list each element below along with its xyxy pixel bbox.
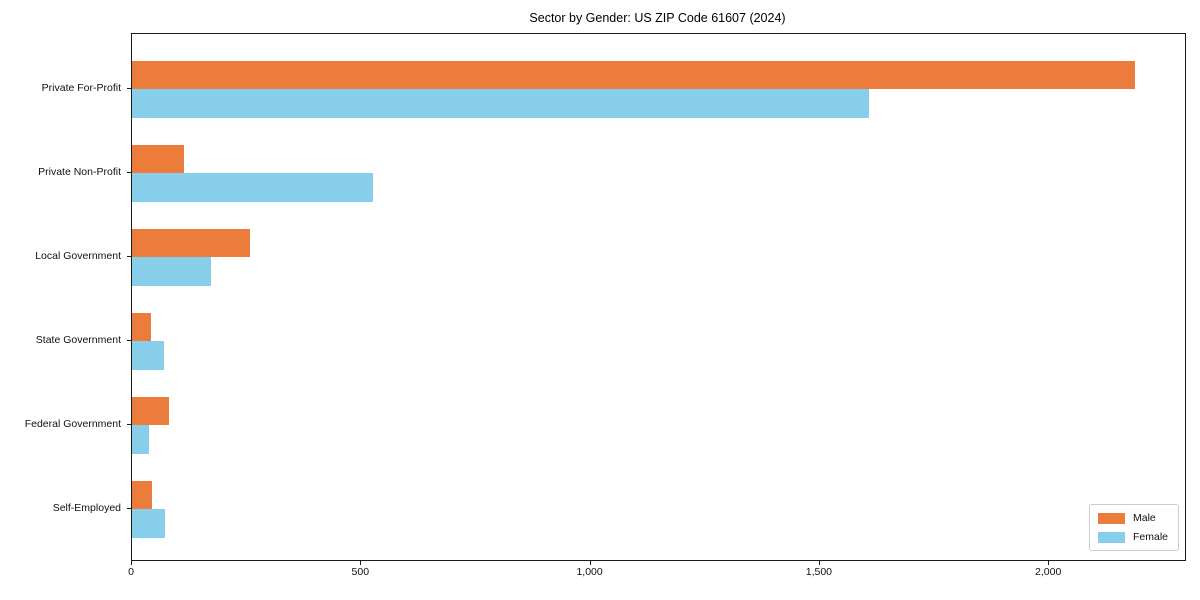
- category-label: Private For-Profit: [41, 82, 121, 94]
- x-tick-label: 1,000: [576, 566, 603, 578]
- bar-female-3: [132, 257, 211, 286]
- y-axis-tick: [127, 424, 131, 425]
- y-axis-tick: [127, 508, 131, 509]
- x-tick-label: 1,500: [805, 566, 833, 578]
- category-label: State Government: [35, 334, 121, 346]
- bar-male-2: [132, 144, 184, 173]
- category-label: Self-Employed: [52, 502, 121, 514]
- y-axis-tick: [127, 256, 131, 257]
- y-axis-labels: Private For-Profit Private Non-Profit Loca…: [0, 33, 123, 559]
- legend-swatch-male: [1098, 512, 1125, 524]
- y-axis-tick: [127, 88, 131, 89]
- legend-swatch-female: [1098, 531, 1125, 543]
- y-axis-tick: [127, 340, 131, 341]
- x-axis-tick: [1048, 561, 1050, 565]
- legend-label: Male: [1133, 512, 1156, 524]
- bar-female-4: [132, 341, 165, 370]
- bar-female-2: [132, 173, 374, 202]
- x-axis-tick: [818, 561, 820, 565]
- bar-male-5: [132, 396, 170, 425]
- bar-female-1: [132, 89, 869, 118]
- x-axis-tick: [131, 561, 132, 565]
- bar-male-1: [132, 60, 1135, 89]
- x-tick-label: 500: [351, 566, 370, 578]
- bar-female-6: [132, 509, 165, 538]
- category-label: Local Government: [35, 250, 121, 262]
- bar-female-5: [132, 425, 149, 454]
- x-axis-tick: [360, 561, 362, 565]
- x-axis-tick: [589, 561, 591, 565]
- x-axis-labels: 0 500 1,000 1,500 2,000: [128, 564, 1184, 584]
- plot-area: [131, 33, 1186, 561]
- bar-male-3: [132, 228, 251, 257]
- category-label: Private Non-Profit: [38, 166, 121, 178]
- category-label: Federal Government: [24, 418, 121, 430]
- x-tick-label: 0: [128, 566, 134, 578]
- x-tick-label: 2,000: [1035, 566, 1062, 578]
- y-axis-tick: [127, 172, 131, 173]
- chart-title: Sector by Gender: US ZIP Code 61607 (202…: [529, 11, 786, 25]
- bar-male-4: [132, 312, 151, 341]
- bar-male-6: [132, 480, 153, 509]
- legend-item-male: Male: [1098, 512, 1168, 524]
- legend-item-female: Female: [1098, 531, 1168, 543]
- legend: Male Female: [1089, 504, 1180, 551]
- legend-label: Female: [1133, 531, 1169, 543]
